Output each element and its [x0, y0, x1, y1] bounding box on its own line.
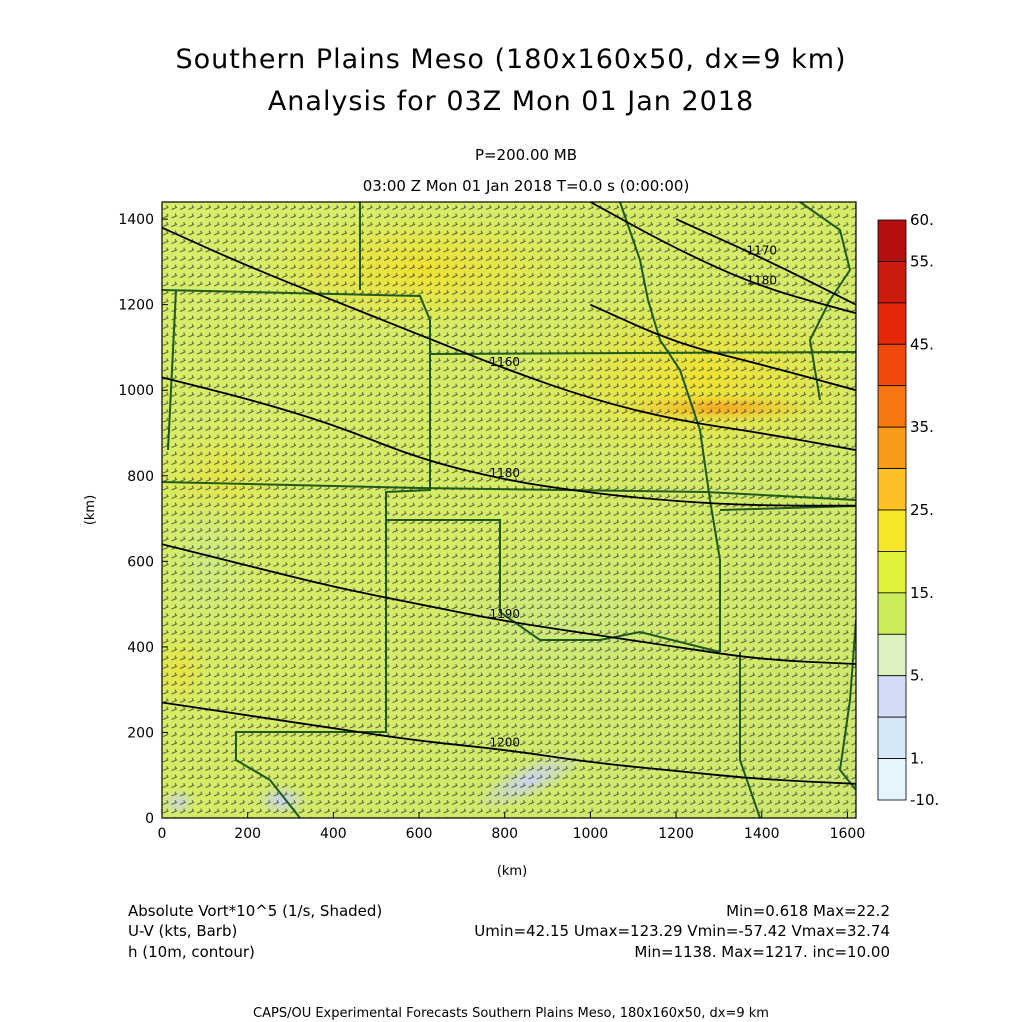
colorbar-swatch — [877, 551, 907, 594]
valid-time: 03:00 Z Mon 01 Jan 2018 T=0.0 s (0:00:00… — [362, 177, 690, 195]
colorbar-label: 35. — [910, 418, 934, 436]
colorbar-swatch — [877, 426, 907, 469]
height-contour — [162, 376, 856, 507]
colorbar — [877, 219, 907, 801]
colorbar-swatch — [877, 343, 907, 387]
x-axis: 0 200 400 600 800 1000 1200 1400 1600 — [158, 812, 866, 842]
colorbar-label: 15. — [910, 584, 934, 602]
height-contour — [162, 543, 856, 665]
field-range-wind: Umin=42.15 Umax=123.29 Vmin=-57.42 Vmax=… — [474, 922, 890, 940]
x-tick-label: 1600 — [830, 826, 866, 842]
height-contour — [162, 701, 856, 785]
colorbar-swatch — [877, 633, 907, 677]
y-tick-label: 1200 — [118, 298, 154, 314]
plot-frame — [161, 201, 857, 819]
height-contour — [590, 303, 856, 392]
colorbar-label: 60. — [910, 211, 934, 229]
contour-label: 1180 — [746, 274, 777, 288]
shaded-field: 1160 1180 1190 1200 1180 1170 — [162, 202, 856, 818]
colorbar-swatch — [877, 716, 907, 759]
x-tick-label: 800 — [491, 826, 518, 842]
colorbar-swatch — [877, 219, 907, 262]
height-contour — [675, 218, 856, 306]
contour-label: 1170 — [746, 244, 777, 258]
y-tick-label: 400 — [127, 640, 154, 656]
x-tick-label: 200 — [234, 826, 261, 842]
y-tick-label: 800 — [127, 469, 154, 485]
y-axis: 0 200 400 600 800 1000 1200 1400 — [118, 212, 168, 827]
credit-line: CAPS/OU Experimental Forecasts Southern … — [253, 1006, 769, 1021]
y-tick-label: 200 — [127, 725, 154, 741]
colorbar-label: -10. — [910, 791, 939, 809]
contour-label: 1160 — [489, 355, 520, 369]
colorbar-swatch — [877, 385, 907, 428]
state-borders — [162, 202, 856, 818]
height-contour — [162, 226, 856, 451]
colorbar-swatch — [877, 302, 907, 345]
x-tick-label: 600 — [406, 826, 433, 842]
field-label-height: h (10m, contour) — [128, 943, 255, 961]
x-tick-label: 1400 — [744, 826, 780, 842]
colorbar-swatch — [877, 758, 907, 801]
colorbar-label: 1. — [910, 750, 924, 768]
colorbar-swatch — [877, 468, 907, 511]
colorbar-label: 5. — [910, 667, 924, 685]
colorbar-swatch — [877, 592, 907, 635]
x-axis-label: (km) — [497, 864, 527, 879]
field-range-height: Min=1138. Max=1217. inc=10.00 — [634, 943, 890, 961]
y-tick-label: 1400 — [118, 212, 154, 228]
colorbar-swatch — [877, 261, 907, 304]
x-tick-label: 1000 — [573, 826, 609, 842]
y-tick-label: 600 — [127, 554, 154, 570]
x-tick-label: 400 — [320, 826, 347, 842]
contour-label: 1190 — [489, 607, 520, 621]
contour-label: 1200 — [489, 736, 520, 750]
chart-title: Southern Plains Meso (180x160x50, dx=9 k… — [175, 44, 847, 75]
colorbar-swatch — [877, 509, 907, 552]
height-contour — [589, 202, 856, 315]
field-range-vorticity: Min=0.618 Max=22.2 — [726, 902, 890, 920]
colorbar-swatch — [877, 675, 907, 718]
y-tick-label: 0 — [145, 811, 154, 827]
field-label-wind: U-V (kts, Barb) — [128, 922, 238, 940]
contour-label: 1180 — [489, 466, 520, 480]
colorbar-label: 55. — [910, 252, 934, 270]
colorbar-labels: 60. 55. 45. 35. 25. 15. 5. 1. -10. — [910, 211, 939, 809]
field-label-vorticity: Absolute Vort*10^5 (1/s, Shaded) — [128, 902, 383, 920]
colorbar-label: 25. — [910, 501, 934, 519]
colorbar-label: 45. — [910, 335, 934, 353]
chart-subtitle: Analysis for 03Z Mon 01 Jan 2018 — [267, 86, 755, 117]
x-tick-label: 1200 — [658, 826, 694, 842]
y-axis-label: (km) — [83, 495, 98, 525]
y-tick-label: 1000 — [118, 383, 154, 399]
x-tick-label: 0 — [158, 826, 167, 842]
pressure-level: P=200.00 MB — [474, 146, 578, 164]
